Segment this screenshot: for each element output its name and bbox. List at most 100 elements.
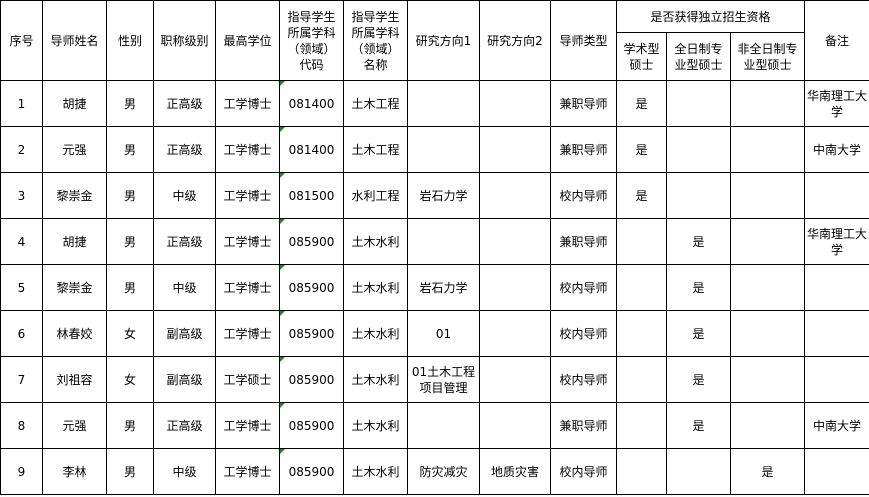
cell-academic[interactable]: 是 — [616, 172, 667, 219]
cell-discipline[interactable]: 土木水利 — [343, 356, 408, 403]
cell-research2[interactable] — [479, 402, 551, 449]
cell-type[interactable]: 校内导师 — [550, 172, 617, 219]
cell-parttime[interactable] — [730, 218, 805, 265]
cell-remarks[interactable] — [804, 172, 869, 219]
cell-type[interactable]: 兼职导师 — [550, 402, 617, 449]
cell-title-level[interactable]: 副高级 — [153, 356, 216, 403]
cell-degree[interactable]: 工学博士 — [215, 448, 280, 495]
cell-discipline[interactable]: 土木工程 — [343, 80, 408, 127]
cell-parttime[interactable] — [730, 172, 805, 219]
cell-type[interactable]: 兼职导师 — [550, 80, 617, 127]
cell-research1[interactable] — [407, 402, 480, 449]
cell-index[interactable]: 3 — [0, 172, 43, 219]
cell-degree[interactable]: 工学博士 — [215, 310, 280, 357]
cell-research1[interactable] — [407, 218, 480, 265]
cell-research1[interactable]: 防灾减灾 — [407, 448, 480, 495]
cell-remarks[interactable] — [804, 356, 869, 403]
cell-name[interactable]: 元强 — [42, 126, 107, 173]
cell-degree[interactable]: 工学博士 — [215, 402, 280, 449]
cell-fulltime[interactable]: 是 — [666, 356, 731, 403]
cell-research2[interactable] — [479, 126, 551, 173]
cell-type[interactable]: 兼职导师 — [550, 218, 617, 265]
cell-code[interactable]: 081500 — [279, 172, 344, 219]
cell-index[interactable]: 7 — [0, 356, 43, 403]
cell-index[interactable]: 5 — [0, 264, 43, 311]
cell-remarks[interactable]: 华南理工大学 — [804, 80, 869, 127]
cell-gender[interactable]: 男 — [106, 126, 154, 173]
cell-title-level[interactable]: 中级 — [153, 264, 216, 311]
cell-academic[interactable] — [616, 264, 667, 311]
cell-name[interactable]: 李林 — [42, 448, 107, 495]
cell-code[interactable]: 085900 — [279, 356, 344, 403]
cell-research1[interactable] — [407, 80, 480, 127]
header-research1[interactable]: 研究方向1 — [407, 0, 480, 81]
cell-academic[interactable] — [616, 218, 667, 265]
cell-degree[interactable]: 工学硕士 — [215, 356, 280, 403]
cell-name[interactable]: 林春姣 — [42, 310, 107, 357]
cell-title-level[interactable]: 副高级 — [153, 310, 216, 357]
header-gender[interactable]: 性别 — [106, 0, 154, 81]
cell-research1[interactable] — [407, 126, 480, 173]
cell-code[interactable]: 085900 — [279, 310, 344, 357]
cell-type[interactable]: 校内导师 — [550, 356, 617, 403]
cell-discipline[interactable]: 土木水利 — [343, 218, 408, 265]
header-discipline-code[interactable]: 指导学生所属学科（领域）代码 — [279, 0, 344, 81]
header-academic-master[interactable]: 学术型硕士 — [616, 32, 667, 81]
header-qualification-group[interactable]: 是否获得独立招生资格 — [616, 0, 805, 33]
header-fulltime-professional[interactable]: 全日制专业型硕士 — [666, 32, 731, 81]
cell-fulltime[interactable]: 是 — [666, 310, 731, 357]
cell-type[interactable]: 校内导师 — [550, 264, 617, 311]
cell-parttime[interactable] — [730, 264, 805, 311]
header-remarks[interactable]: 备注 — [804, 0, 869, 81]
cell-discipline[interactable]: 土木水利 — [343, 264, 408, 311]
cell-type[interactable]: 兼职导师 — [550, 126, 617, 173]
cell-name[interactable]: 黎崇金 — [42, 172, 107, 219]
cell-fulltime[interactable]: 是 — [666, 218, 731, 265]
header-discipline-name[interactable]: 指导学生所属学科（领域）名称 — [343, 0, 408, 81]
cell-discipline[interactable]: 土木水利 — [343, 310, 408, 357]
header-parttime-professional[interactable]: 非全日制专业型硕士 — [730, 32, 805, 81]
cell-research1[interactable]: 岩石力学 — [407, 264, 480, 311]
header-title-level[interactable]: 职称级别 — [153, 0, 216, 81]
cell-name[interactable]: 黎崇金 — [42, 264, 107, 311]
cell-remarks[interactable] — [804, 448, 869, 495]
cell-research1[interactable]: 岩石力学 — [407, 172, 480, 219]
cell-degree[interactable]: 工学博士 — [215, 172, 280, 219]
cell-academic[interactable] — [616, 356, 667, 403]
cell-parttime[interactable]: 是 — [730, 448, 805, 495]
cell-academic[interactable] — [616, 448, 667, 495]
cell-parttime[interactable] — [730, 310, 805, 357]
header-index[interactable]: 序号 — [0, 0, 43, 81]
cell-code[interactable]: 081400 — [279, 126, 344, 173]
cell-gender[interactable]: 男 — [106, 264, 154, 311]
cell-code[interactable]: 081400 — [279, 80, 344, 127]
header-name[interactable]: 导师姓名 — [42, 0, 107, 81]
cell-gender[interactable]: 男 — [106, 402, 154, 449]
cell-degree[interactable]: 工学博士 — [215, 126, 280, 173]
cell-remarks[interactable] — [804, 310, 869, 357]
cell-gender[interactable]: 男 — [106, 218, 154, 265]
header-degree[interactable]: 最高学位 — [215, 0, 280, 81]
cell-discipline[interactable]: 土木工程 — [343, 126, 408, 173]
cell-name[interactable]: 刘祖容 — [42, 356, 107, 403]
cell-fulltime[interactable] — [666, 172, 731, 219]
cell-parttime[interactable] — [730, 126, 805, 173]
cell-parttime[interactable] — [730, 80, 805, 127]
cell-fulltime[interactable] — [666, 448, 731, 495]
cell-discipline[interactable]: 土木水利 — [343, 402, 408, 449]
cell-title-level[interactable]: 中级 — [153, 448, 216, 495]
cell-title-level[interactable]: 正高级 — [153, 126, 216, 173]
cell-research2[interactable] — [479, 356, 551, 403]
cell-discipline[interactable]: 土木水利 — [343, 448, 408, 495]
cell-parttime[interactable] — [730, 402, 805, 449]
cell-index[interactable]: 4 — [0, 218, 43, 265]
cell-title-level[interactable]: 中级 — [153, 172, 216, 219]
cell-title-level[interactable]: 正高级 — [153, 402, 216, 449]
cell-remarks[interactable] — [804, 264, 869, 311]
cell-name[interactable]: 元强 — [42, 402, 107, 449]
cell-index[interactable]: 1 — [0, 80, 43, 127]
cell-fulltime[interactable]: 是 — [666, 264, 731, 311]
cell-gender[interactable]: 男 — [106, 172, 154, 219]
cell-parttime[interactable] — [730, 356, 805, 403]
cell-degree[interactable]: 工学博士 — [215, 80, 280, 127]
